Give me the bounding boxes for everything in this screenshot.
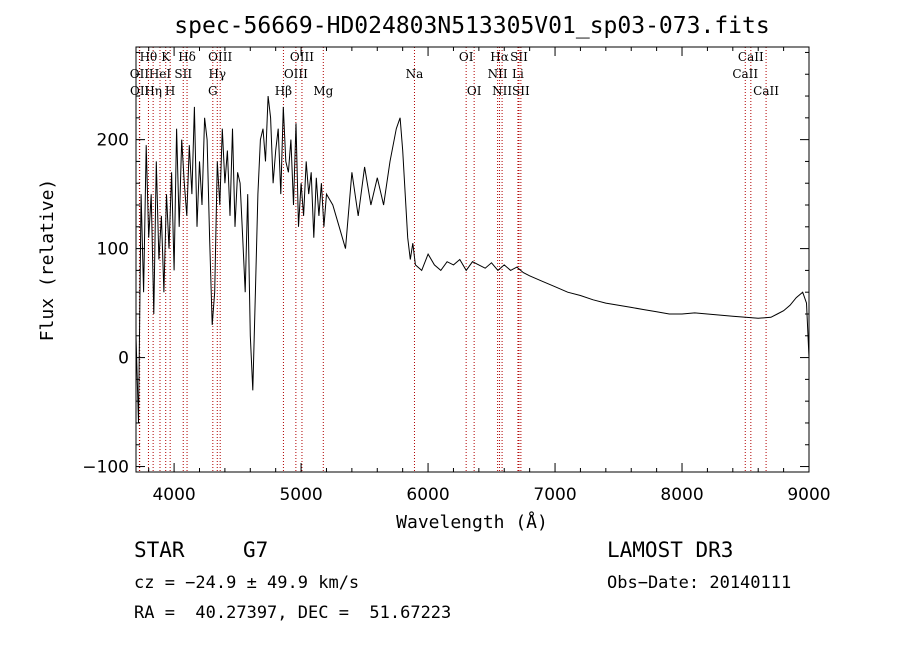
survey-label: LAMOST DR3 [607,538,734,562]
spectral-line-label-24: SII [512,84,530,98]
object-subclass: G7 [243,538,269,562]
spectral-line-label-6: Hδ [178,50,196,64]
spectral-line-label-27: CaII [753,84,779,98]
spectral-line-label-12: OIII [290,50,314,64]
y-axis-label: Flux (relative) [37,179,58,342]
object-class: STAR [134,538,185,562]
y-tick-label-0: −100 [82,458,129,478]
redshift-readout: cz = −24.9 ± 49.9 km/s [134,573,360,593]
spectral-line-label-16: Na [406,67,424,81]
spectral-line-label-13: OIII [284,67,308,81]
spectral-line-label-15: Mg [313,84,333,98]
spectral-line-label-26: CaII [732,67,758,81]
spectral-line-label-20: NII [488,67,508,81]
spectral-line-label-9: OIII [208,50,232,64]
y-tick-label-3: 200 [97,131,129,151]
obs-date: Obs−Date: 20140111 [607,573,792,593]
chart-title: spec-56669-HD024803N513305V01_sp03-073.f… [174,13,769,39]
spectral-line-label-10: Hγ [208,67,226,81]
spectral-line-label-25: CaII [738,50,764,64]
spectral-line-label-5: Hη [144,84,162,98]
x-tick-label-2: 6000 [406,485,449,505]
flux-series-line [135,95,810,424]
spectral-line-label-7: SII [174,67,192,81]
axis-ticks: 4000 5000 6000 7000 8000 9000 −100 0 100 200 [82,47,831,505]
spectral-line-label-23: Li [512,67,524,81]
x-tick-label-5: 9000 [787,485,830,505]
y-tick-label-2: 100 [97,240,129,260]
spectral-line-label-14: Hβ [275,84,292,98]
spectral-line-label-3: K [161,50,171,64]
spectral-line-label-18: OI [467,84,482,98]
coordinates: RA = 40.27397, DEC = 51.67223 [134,603,452,623]
y-tick-label-1: 0 [118,349,129,369]
x-tick-label-4: 8000 [660,485,703,505]
spectral-line-label-22: SII [510,50,528,64]
spectral-line-label-19: Hα [490,50,509,64]
spectral-line-label-2: OII [130,84,150,98]
spectral-line-label-8: H [165,84,175,98]
spectral-line-label-11: G [208,84,218,98]
spectral-line-label-0: Hθ [140,50,158,64]
spectral-line-label-17: OI [459,50,474,64]
x-tick-label-3: 7000 [533,485,576,505]
plot-frame [135,46,810,473]
x-tick-label-0: 4000 [152,485,195,505]
spectral-line-label-4: HeI [149,67,172,81]
x-tick-label-1: 5000 [279,485,322,505]
spectral-line-label-21: NII [492,84,512,98]
x-axis-label: Wavelength (Å) [396,511,548,533]
